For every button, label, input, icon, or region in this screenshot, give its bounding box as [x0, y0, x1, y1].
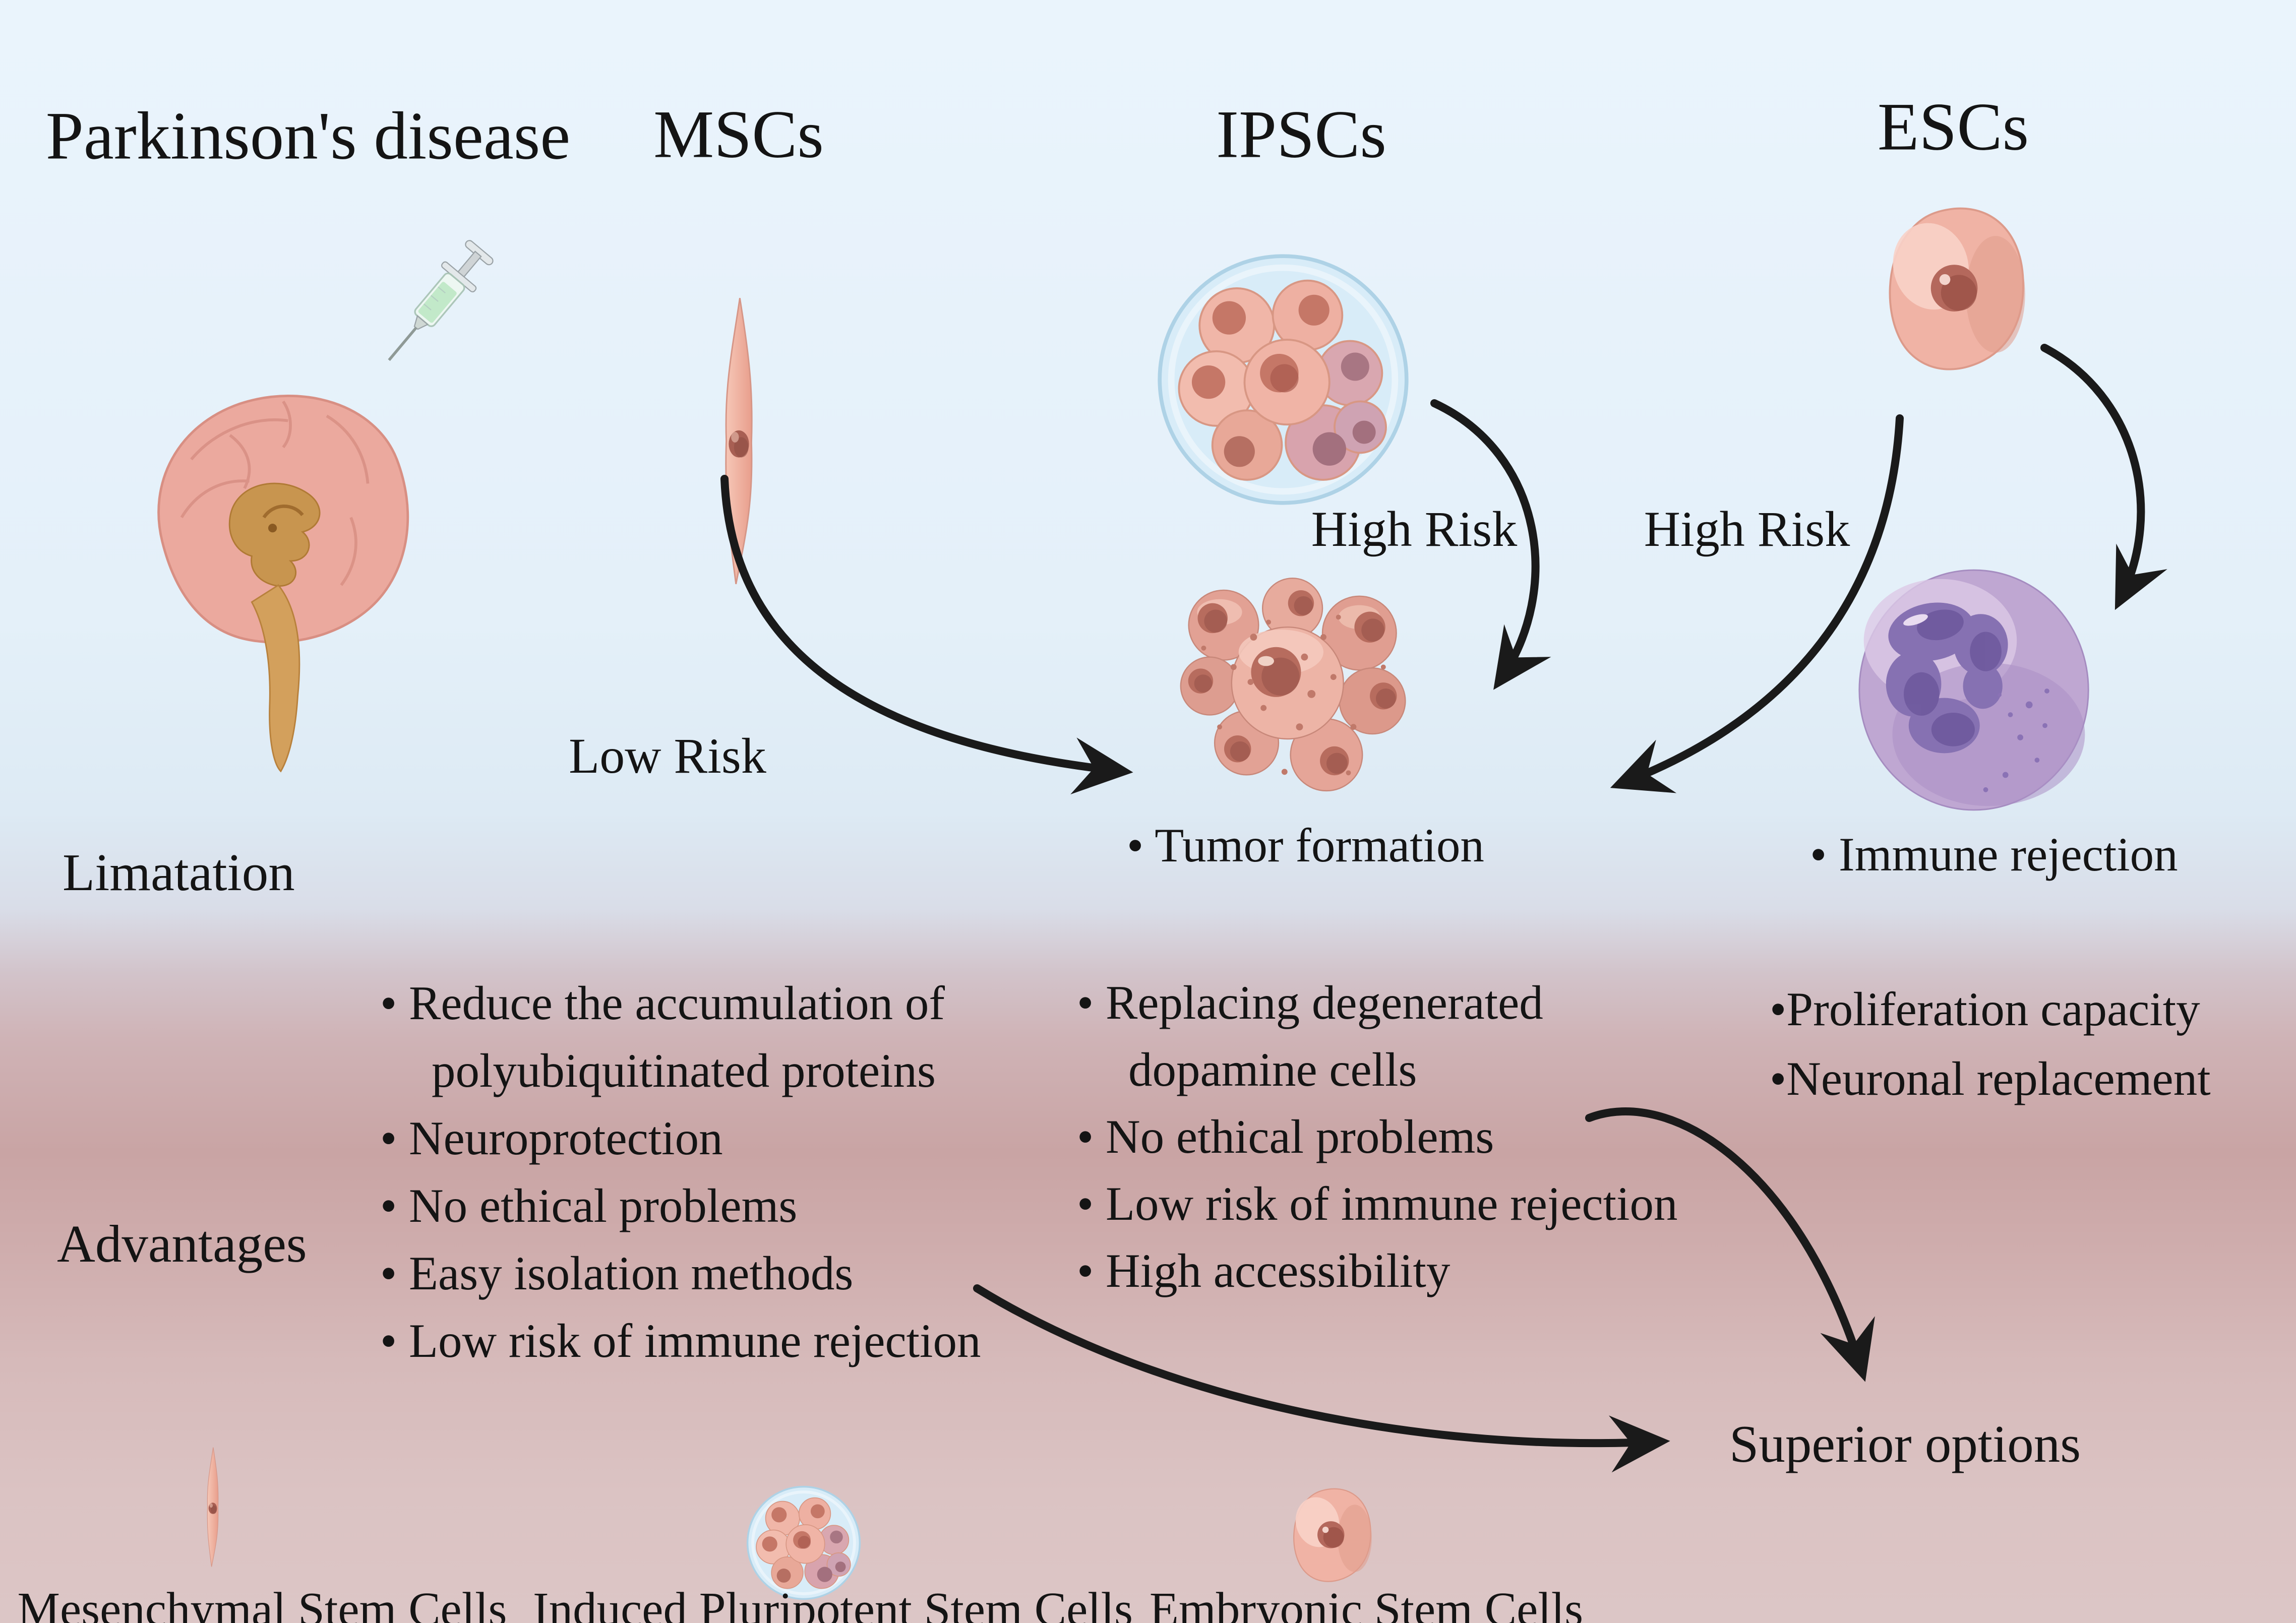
- list-item: •Proliferation capacity: [1770, 982, 2200, 1036]
- ipsc-advantages-list: • Replacing degenerated dopamine cells •…: [1077, 969, 1677, 1304]
- high-risk-label-ipsc: High Risk: [1311, 501, 1518, 557]
- arrow-ipsc-advantages-to-superior-options: [1585, 1107, 1875, 1382]
- msc-cell-legend-icon: [207, 1447, 219, 1567]
- header-ipscs: IPSCs: [1216, 97, 1386, 172]
- esc-advantages-list: •Proliferation capacity •Neuronal replac…: [1770, 974, 2211, 1113]
- arrow-msc-to-tumor: [720, 475, 1133, 794]
- superior-options-label: Superior options: [1729, 1414, 2081, 1473]
- row-label-advantages: Advantages: [57, 1214, 307, 1273]
- footer-label-induced-pluripotent: Induced Pluripotent Stem Cells: [532, 1582, 1133, 1623]
- footer-label-embryonic: Embryonic Stem Cells: [1149, 1582, 1584, 1623]
- list-item: • Low risk of immune rejection: [1077, 1177, 1678, 1230]
- list-item: • Reduce the accumulation of: [380, 976, 945, 1030]
- high-risk-label-esc: High Risk: [1644, 501, 1850, 557]
- list-item: • No ethical problems: [380, 1179, 798, 1232]
- list-item: • No ethical problems: [1077, 1110, 1494, 1163]
- list-item: polyubiquitinated proteins: [432, 1044, 936, 1097]
- esc-cell-legend-icon: [1289, 1488, 1372, 1582]
- list-item: • Neuroprotection: [380, 1111, 723, 1165]
- header-mscs: MSCs: [653, 97, 824, 172]
- limitation-tumor-formation: • Tumor formation: [1127, 819, 1484, 872]
- list-item: dopamine cells: [1128, 1043, 1417, 1096]
- list-item: • Easy isolation methods: [380, 1246, 854, 1300]
- arrow-esc-to-tumor: [1610, 414, 1904, 793]
- msc-advantages-list: • Reduce the accumulation of polyubiquit…: [380, 969, 981, 1375]
- arrow-ipsc-to-tumor: [1430, 399, 1551, 690]
- arrow-esc-to-immune-cell: [2040, 344, 2167, 610]
- list-item: • Replacing degenerated: [1077, 976, 1543, 1029]
- low-risk-label-msc: Low Risk: [569, 728, 766, 784]
- footer-label-mesenchymal: Mesenchymal Stem Cells: [17, 1582, 507, 1623]
- row-label-limitation: Limatation: [63, 843, 295, 902]
- arrow-msc-advantages-to-superior-options: [973, 1284, 1670, 1473]
- header-parkinsons-disease: Parkinson's disease: [45, 98, 571, 174]
- list-item: • Low risk of immune rejection: [380, 1314, 981, 1367]
- limitation-immune-rejection: • Immune rejection: [1810, 828, 2178, 881]
- list-item: • High accessibility: [1077, 1244, 1451, 1297]
- list-item: •Neuronal replacement: [1770, 1052, 2211, 1105]
- header-escs: ESCs: [1877, 89, 2029, 165]
